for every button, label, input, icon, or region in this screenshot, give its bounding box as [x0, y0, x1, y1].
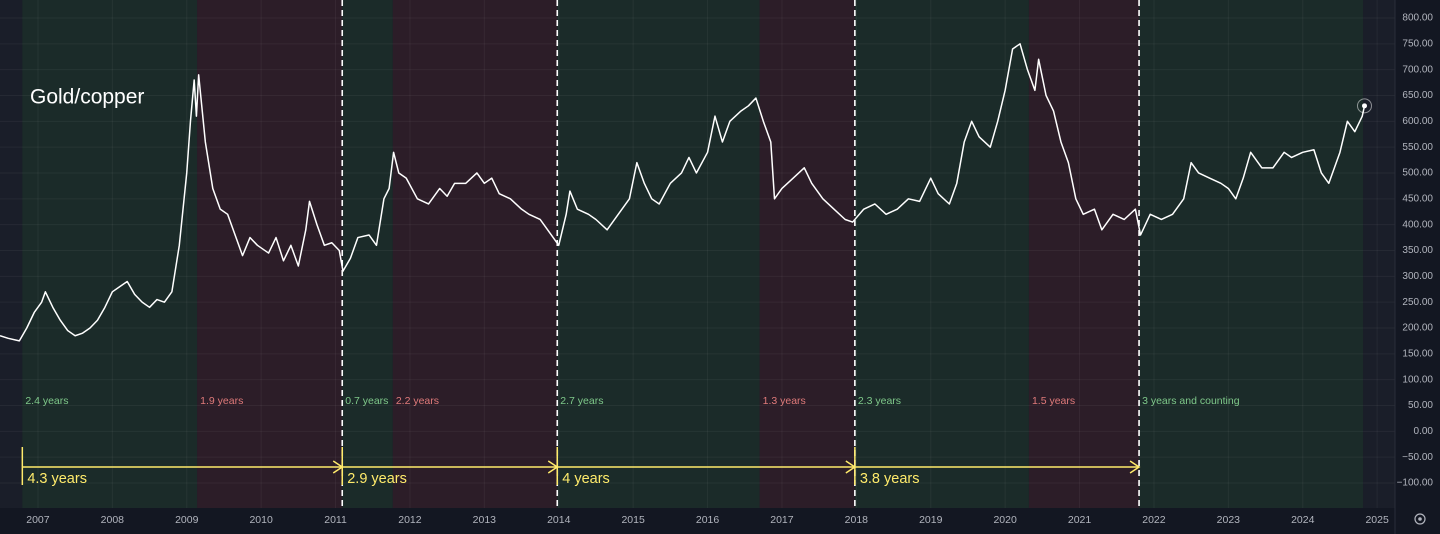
y-tick-label: −100.00 [1397, 478, 1434, 489]
settings-ring[interactable] [1414, 513, 1426, 525]
y-tick-label: 300.00 [1402, 271, 1433, 282]
x-tick-label: 2022 [1142, 514, 1166, 526]
region [854, 0, 1029, 508]
region-label: 0.7 years [345, 395, 388, 407]
last-point-ring [1356, 98, 1372, 114]
y-tick-label: 150.00 [1402, 348, 1433, 359]
regions: 2.4 years 1.9 years 0.7 years 2.2 years 2.7 … [22, 0, 1364, 508]
y-tick-label: 250.00 [1402, 297, 1433, 308]
x-tick-label: 2021 [1068, 514, 1092, 526]
x-tick-label: 2019 [919, 514, 943, 526]
x-tick-label: 2018 [845, 514, 869, 526]
region [22, 0, 198, 508]
x-tick-label: 2015 [621, 514, 645, 526]
y-tick-label: 600.00 [1402, 116, 1433, 127]
region-label: 1.3 years [763, 395, 806, 407]
y-tick-label: 350.00 [1402, 245, 1433, 256]
region-label: 2.7 years [560, 395, 603, 407]
x-tick-label: 2014 [547, 514, 571, 526]
region-label: 2.2 years [396, 395, 439, 407]
x-tick-label: 2012 [398, 514, 422, 526]
arrow-label: 4.3 years [27, 471, 87, 487]
x-tick-label: 2013 [473, 514, 497, 526]
time-axis [0, 508, 1440, 534]
region [557, 0, 760, 508]
x-tick-label: 2016 [696, 514, 720, 526]
y-tick-label: 0.00 [1414, 426, 1434, 437]
y-tick-label: 500.00 [1402, 168, 1433, 179]
y-tick-label: 650.00 [1402, 90, 1433, 101]
y-tick-label: 550.00 [1402, 142, 1433, 153]
arrows: 4.3 years 2.9 years 4 years 3.8 years [21, 447, 1141, 487]
axes: 800.00 750.00 700.00 650.00 600.00 550.00 500.… [26, 13, 1433, 526]
price-line [0, 43, 1366, 342]
region [759, 0, 855, 508]
x-tick-label: 2010 [249, 514, 273, 526]
y-tick-label: 700.00 [1402, 64, 1433, 75]
region-label: 1.5 years [1032, 395, 1075, 407]
arrow-head [1129, 460, 1141, 474]
y-tick-label: 200.00 [1402, 323, 1433, 334]
arrow-label: 4 years [562, 471, 610, 487]
y-tick-label: 100.00 [1402, 374, 1433, 385]
arrow-label: 2.9 years [347, 471, 407, 487]
region [1139, 0, 1364, 508]
region-label: 2.4 years [25, 395, 68, 407]
y-tick-label: 800.00 [1402, 13, 1433, 24]
x-tick-label: 2008 [101, 514, 125, 526]
grid [0, 0, 1395, 508]
x-tick-label: 2020 [993, 514, 1017, 526]
price-axis [1395, 0, 1440, 534]
region [197, 0, 343, 508]
region-label: 2.3 years [858, 395, 901, 407]
y-tick-label: 400.00 [1402, 219, 1433, 230]
x-tick-label: 2024 [1291, 514, 1315, 526]
x-tick-label: 2023 [1217, 514, 1241, 526]
region [392, 0, 558, 508]
arrow-label: 3.8 years [860, 471, 920, 487]
y-tick-label: 750.00 [1402, 38, 1433, 49]
x-tick-label: 2017 [770, 514, 794, 526]
x-tick-label: 2007 [26, 514, 50, 526]
region-label: 1.9 years [200, 395, 243, 407]
x-tick-label: 2011 [324, 514, 347, 526]
settings-icon[interactable] [1414, 513, 1426, 525]
series [0, 43, 1372, 342]
y-tick-label: 50.00 [1408, 400, 1433, 411]
region [1028, 0, 1140, 508]
x-tick-label: 2009 [175, 514, 199, 526]
chart-title: Gold/copper [30, 86, 144, 109]
y-tick-label: −50.00 [1402, 452, 1433, 463]
markers [341, 0, 1140, 508]
region [342, 0, 393, 508]
last-point [1361, 103, 1367, 109]
region-label: 3 years and counting [1142, 395, 1240, 407]
y-tick-label: 450.00 [1402, 193, 1433, 204]
x-tick-label: 2025 [1365, 514, 1389, 526]
settings-dot[interactable] [1418, 517, 1422, 521]
